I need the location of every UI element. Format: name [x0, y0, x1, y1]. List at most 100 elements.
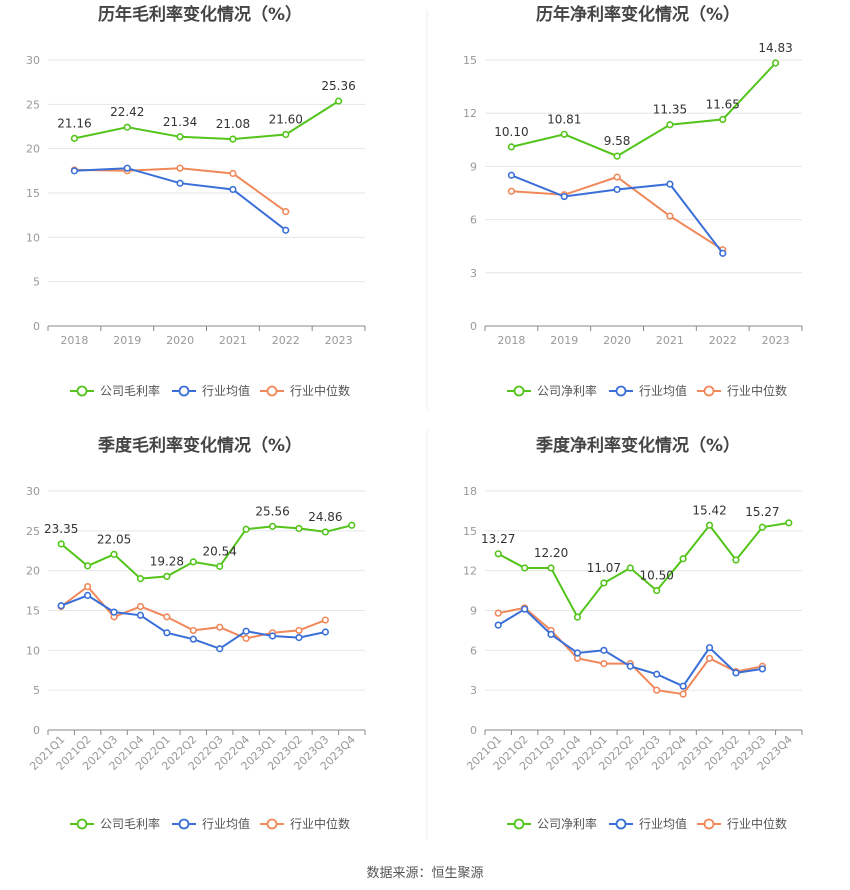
- data-label: 14.83: [758, 41, 792, 55]
- data-point: [216, 623, 224, 631]
- data-label: 10.50: [640, 569, 674, 583]
- data-point: [189, 635, 197, 643]
- legend-item-0[interactable]: 公司毛利率: [70, 816, 160, 831]
- data-point: [732, 556, 740, 564]
- data-point: [229, 169, 237, 178]
- x-tick-label: 2018: [497, 334, 525, 347]
- legend-label: 公司净利率: [537, 816, 597, 831]
- data-label: 21.60: [269, 112, 303, 126]
- y-tick-label: 6: [470, 214, 477, 227]
- x-tick-label: 2022: [272, 334, 300, 347]
- y-tick-label: 5: [33, 276, 40, 289]
- legend-item-1[interactable]: 行业均值: [609, 383, 687, 398]
- y-tick-label: 3: [470, 267, 477, 280]
- data-point: [573, 613, 582, 621]
- data-point: [494, 621, 502, 629]
- data-point: [282, 130, 290, 139]
- x-tick-label: 2020: [166, 334, 194, 347]
- legend-item-0[interactable]: 公司净利率: [507, 383, 597, 398]
- data-point: [136, 611, 145, 619]
- chart-panel-1: 历年净利率变化情况（%） 0 3 6 9 12 15 2018 2019 2020 2021 2022…: [463, 4, 803, 398]
- data-point: [666, 180, 674, 188]
- data-point: [163, 629, 171, 637]
- data-point: [705, 654, 714, 662]
- legend-marker-icon: [615, 818, 627, 830]
- x-tick-label: 2023: [325, 334, 353, 347]
- data-point: [295, 626, 303, 635]
- legend-item-1[interactable]: 行业均值: [609, 816, 687, 831]
- legend-label: 公司毛利率: [100, 816, 160, 831]
- y-tick-label: 15: [463, 54, 477, 67]
- data-label: 9.58: [604, 134, 631, 148]
- legend-item-1[interactable]: 行业均值: [172, 816, 250, 831]
- legend-label: 公司毛利率: [100, 383, 160, 398]
- data-label: 15.42: [692, 503, 726, 517]
- y-tick-label: 20: [26, 143, 40, 156]
- legend-marker-icon: [178, 818, 190, 830]
- y-tick-label: 18: [463, 485, 477, 498]
- data-point: [57, 602, 65, 610]
- series-line-0: [497, 521, 789, 619]
- data-point: [70, 134, 79, 142]
- legend-item-2[interactable]: 行业中位数: [697, 816, 787, 831]
- data-label: 15.27: [745, 505, 779, 519]
- legend-label: 行业均值: [639, 816, 687, 831]
- data-point: [719, 115, 727, 124]
- data-point: [679, 682, 687, 690]
- data-point: [295, 633, 303, 642]
- data-label: 21.16: [57, 116, 91, 130]
- series-line-0: [511, 62, 777, 158]
- x-tick-label: 2019: [550, 334, 578, 347]
- data-point: [163, 613, 171, 621]
- data-point: [123, 164, 131, 172]
- x-tick-label: 2023: [762, 334, 790, 347]
- data-point: [521, 564, 529, 572]
- y-tick-label: 0: [33, 724, 40, 737]
- data-point: [626, 662, 634, 670]
- data-label: 11.65: [706, 97, 740, 111]
- data-point: [242, 525, 250, 533]
- data-point: [785, 519, 793, 527]
- chart-panel-2: 季度毛利率变化情况（%）0510152025302021Q12021Q22021…: [26, 435, 366, 831]
- data-label: 11.35: [653, 103, 687, 117]
- data-point: [613, 152, 621, 160]
- data-label: 12.20: [534, 546, 568, 560]
- data-point: [679, 690, 687, 698]
- legend-item-2[interactable]: 行业中位数: [260, 383, 350, 398]
- legend-item-2[interactable]: 行业中位数: [260, 816, 350, 831]
- data-point: [560, 192, 568, 201]
- legend-label: 行业均值: [639, 383, 687, 398]
- data-label: 25.56: [255, 504, 289, 518]
- data-point: [719, 249, 727, 257]
- legend-item-2[interactable]: 行业中位数: [697, 383, 787, 398]
- legend-label: 行业均值: [202, 816, 250, 831]
- data-point: [679, 555, 687, 563]
- legend-marker-icon: [703, 385, 715, 397]
- legend-item-1[interactable]: 行业均值: [172, 383, 250, 398]
- data-point: [547, 630, 555, 639]
- y-tick-label: 10: [26, 231, 40, 244]
- data-point: [242, 634, 250, 642]
- legend-marker-icon: [703, 818, 715, 830]
- data-point: [189, 558, 197, 566]
- data-point: [282, 208, 290, 216]
- data-point: [494, 609, 502, 617]
- legend-label: 行业中位数: [727, 816, 787, 831]
- y-tick-label: 0: [33, 320, 40, 333]
- data-point: [653, 670, 661, 678]
- data-label: 10.10: [494, 125, 528, 139]
- data-point: [560, 130, 568, 138]
- legend-item-0[interactable]: 公司净利率: [507, 816, 597, 831]
- x-tick-label: 2022: [709, 334, 737, 347]
- data-label: 21.34: [163, 115, 197, 129]
- legend-marker-icon: [615, 385, 627, 397]
- y-tick-label: 15: [463, 525, 477, 538]
- data-point: [321, 616, 329, 624]
- x-tick-label: 2021: [656, 334, 684, 347]
- legend-item-0[interactable]: 公司毛利率: [70, 383, 160, 398]
- legend-marker-icon: [266, 818, 278, 830]
- data-point: [268, 632, 277, 640]
- data-point: [758, 523, 766, 531]
- data-point: [282, 226, 290, 234]
